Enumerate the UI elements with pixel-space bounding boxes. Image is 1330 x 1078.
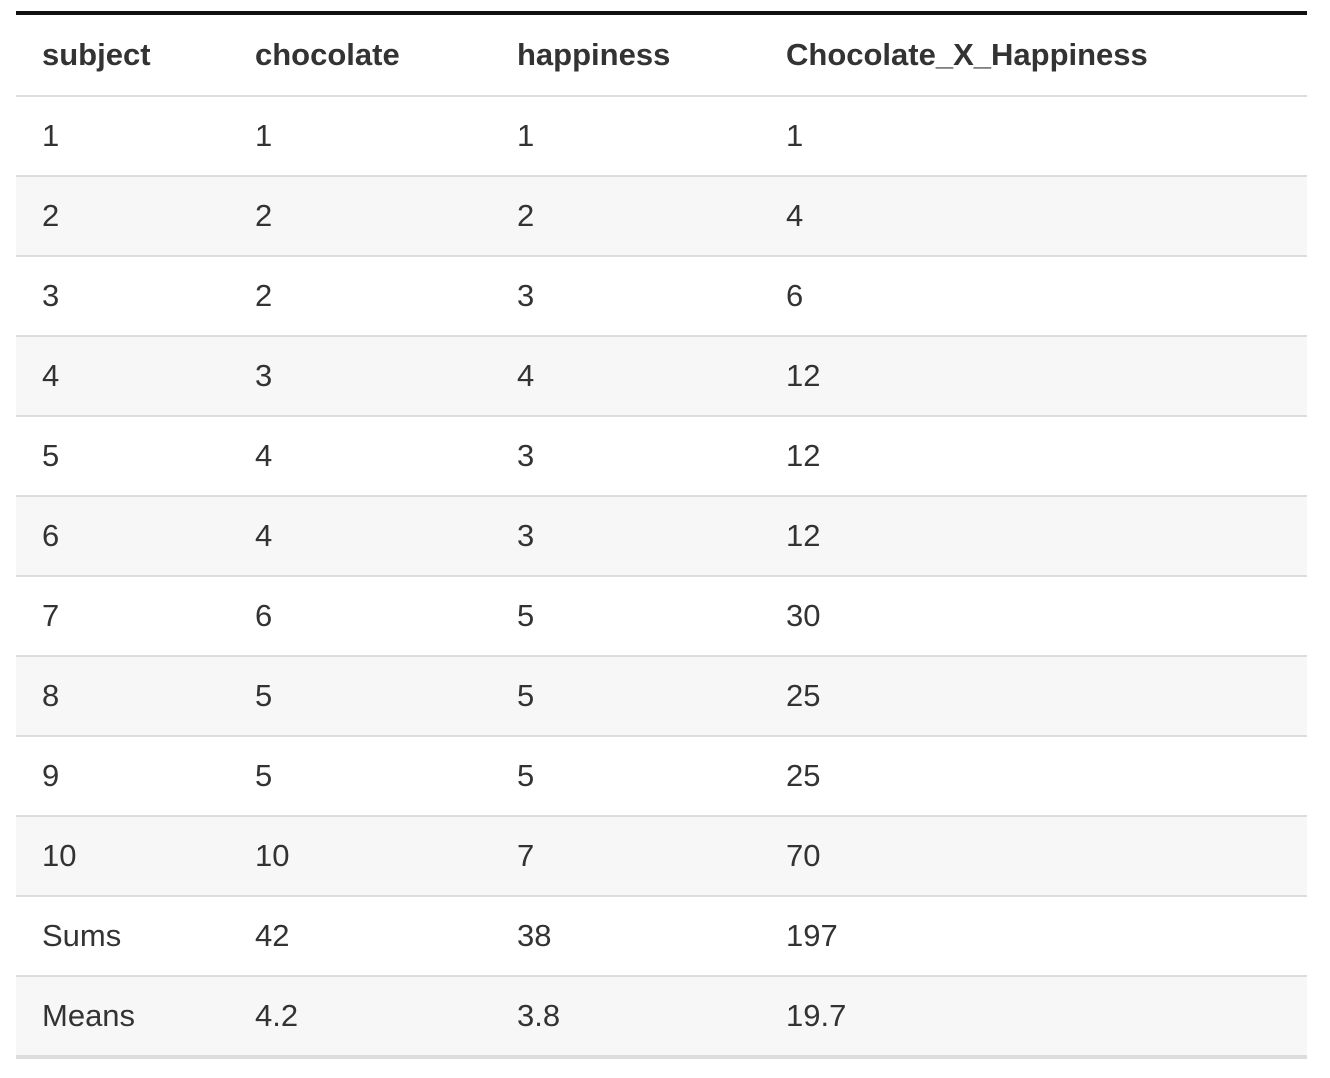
chocolate-cell: 1 <box>255 118 273 153</box>
chocolate-x-happiness-cell: 12 <box>760 495 1307 576</box>
column-header-chocolate: chocolate <box>229 13 491 97</box>
chocolate-x-happiness-cell: 12 <box>760 335 1307 416</box>
table-body: 1 1 1 1 2 2 2 4 3 2 3 6 4 3 4 12 5 4 3 12 6 4 3 12 7 6 5 30 8 5 5 25 9 5 5… <box>16 96 1307 1057</box>
subject-cell: 6 <box>16 495 229 576</box>
chocolate-x-happiness-cell: 197 <box>760 895 1307 976</box>
data-table-container: subject chocolate happiness Chocolate_X_… <box>16 11 1307 1059</box>
chocolate-x-happiness-cell: 12 <box>760 415 1307 496</box>
column-header-happiness: happiness <box>491 13 760 97</box>
sums-row: Sums 42 38 197 <box>16 895 1307 976</box>
happiness-cell: 3 <box>491 495 760 576</box>
chocolate-x-happiness-cell: 1 <box>786 118 804 153</box>
subject-cell: 5 <box>16 415 229 496</box>
subject-cell: 7 <box>16 575 229 656</box>
chocolate-happiness-table: subject chocolate happiness Chocolate_X_… <box>16 11 1307 1059</box>
happiness-cell: 5 <box>491 735 760 816</box>
column-header-chocolate-x-happiness: Chocolate_X_Happiness <box>760 13 1307 97</box>
chocolate-x-happiness-cell: 19.7 <box>760 975 1307 1057</box>
table-row: 5 4 3 12 <box>16 415 1307 496</box>
chocolate-cell: 3 <box>229 335 491 416</box>
chocolate-x-happiness-cell: 70 <box>760 815 1307 896</box>
happiness-cell: 2 <box>491 175 760 256</box>
chocolate-x-happiness-cell: 25 <box>760 735 1307 816</box>
chocolate-cell: 10 <box>229 815 491 896</box>
subject-cell: Means <box>16 975 229 1057</box>
chocolate-x-happiness-cell: 4 <box>760 175 1307 256</box>
chocolate-cell: 2 <box>229 255 491 336</box>
happiness-cell: 38 <box>491 895 760 976</box>
chocolate-x-happiness-cell: 30 <box>760 575 1307 656</box>
table-row: 6 4 3 12 <box>16 495 1307 576</box>
column-header-subject: subject <box>16 13 229 97</box>
chocolate-cell: 5 <box>229 735 491 816</box>
chocolate-cell: 6 <box>229 575 491 656</box>
subject-cell: 4 <box>16 335 229 416</box>
subject-cell: 8 <box>16 655 229 736</box>
happiness-cell: 3 <box>491 415 760 496</box>
table-row: 10 10 7 70 <box>16 815 1307 896</box>
chocolate-cell: 4 <box>229 415 491 496</box>
subject-cell: Sums <box>16 895 229 976</box>
header-row: subject chocolate happiness Chocolate_X_… <box>16 13 1307 97</box>
table-row: 4 3 4 12 <box>16 335 1307 416</box>
happiness-cell: 3.8 <box>491 975 760 1057</box>
table-row: 1 1 1 1 <box>16 96 1307 176</box>
happiness-cell: 7 <box>491 815 760 896</box>
chocolate-cell: 5 <box>229 655 491 736</box>
table-row: 9 5 5 25 <box>16 735 1307 816</box>
subject-cell: 9 <box>16 735 229 816</box>
chocolate-cell: 2 <box>229 175 491 256</box>
chocolate-cell: 42 <box>229 895 491 976</box>
chocolate-cell: 4.2 <box>229 975 491 1057</box>
table-header: subject chocolate happiness Chocolate_X_… <box>16 13 1307 97</box>
subject-cell: 10 <box>16 815 229 896</box>
subject-cell: 2 <box>16 175 229 256</box>
happiness-cell: 1 <box>517 118 535 153</box>
table-row: 8 5 5 25 <box>16 655 1307 736</box>
happiness-cell: 5 <box>491 575 760 656</box>
chocolate-x-happiness-cell: 25 <box>760 655 1307 736</box>
chocolate-cell: 4 <box>229 495 491 576</box>
happiness-cell: 4 <box>491 335 760 416</box>
subject-cell: 3 <box>16 255 229 336</box>
chocolate-x-happiness-cell: 6 <box>760 255 1307 336</box>
means-row: Means 4.2 3.8 19.7 <box>16 975 1307 1057</box>
table-row: 7 6 5 30 <box>16 575 1307 656</box>
subject-cell: 1 <box>42 118 60 153</box>
happiness-cell: 3 <box>491 255 760 336</box>
happiness-cell: 5 <box>491 655 760 736</box>
